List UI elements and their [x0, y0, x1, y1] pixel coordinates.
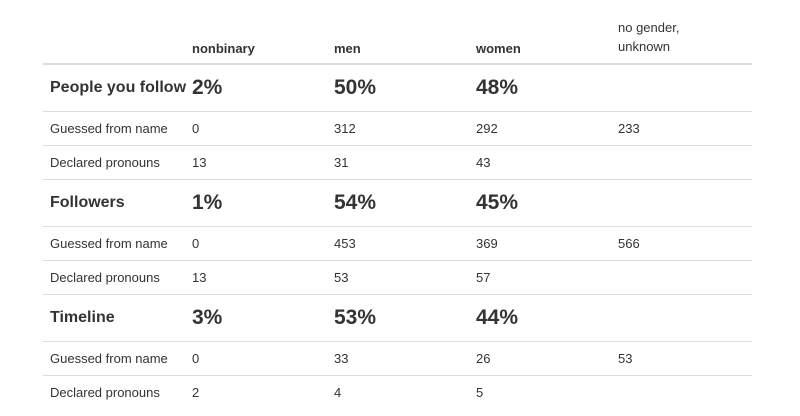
- cell-women: 5: [476, 385, 484, 400]
- header-empty: [43, 0, 192, 65]
- header-row: nonbinary men women no gender, unknown: [43, 0, 752, 65]
- cell-men: 53: [334, 260, 476, 295]
- pct-men: 54%: [334, 179, 476, 227]
- pct-no-gender: [618, 64, 752, 112]
- summary-row-people-you-follow: People you follow 2% 50% 48%: [43, 64, 752, 112]
- header-no-gender: no gender, unknown: [618, 0, 752, 65]
- pct-nonbinary: 1%: [192, 179, 334, 227]
- cell-nonbinary: 0: [192, 226, 334, 261]
- gender-stats-table: nonbinary men women no gender, unknown Pe…: [43, 0, 752, 409]
- header-no-gender-line1: no gender,: [618, 20, 680, 35]
- section-title: People you follow: [43, 64, 192, 112]
- pct-women: 45%: [476, 179, 618, 227]
- section-title: Followers: [43, 179, 192, 227]
- cell-no-gender: 233: [618, 111, 752, 146]
- cell-men: 31: [334, 145, 476, 180]
- cell-no-gender: [618, 145, 752, 180]
- cell-women: 57: [476, 260, 618, 295]
- cell-no-gender: 53: [618, 341, 752, 376]
- guessed-row: Guessed from name 0 33 26 53: [43, 341, 752, 376]
- pct-men: 53%: [334, 294, 476, 342]
- table-header: nonbinary men women no gender, unknown: [43, 0, 752, 65]
- cell-men: 312: [334, 111, 476, 146]
- row-label: Declared pronouns: [50, 385, 160, 400]
- cell-nonbinary: 0: [192, 111, 334, 146]
- cell-women: 26: [476, 341, 618, 376]
- cell-women: 292: [476, 111, 618, 146]
- header-men: men: [334, 0, 476, 65]
- cell-nonbinary: 0: [192, 341, 334, 376]
- cell-no-gender: [618, 376, 752, 410]
- cell-women: 43: [476, 145, 618, 180]
- cell-nonbinary: 2: [192, 385, 200, 400]
- pct-men: 50%: [334, 64, 476, 112]
- declared-row: Declared pronouns 13 31 43: [43, 145, 752, 180]
- row-label: Declared pronouns: [43, 260, 192, 295]
- header-women: women: [476, 0, 618, 65]
- cell-no-gender: [618, 260, 752, 295]
- cell-women: 369: [476, 226, 618, 261]
- cell-nonbinary: 13: [192, 260, 334, 295]
- guessed-row: Guessed from name 0 312 292 233: [43, 111, 752, 146]
- guessed-row: Guessed from name 0 453 369 566: [43, 226, 752, 261]
- row-label: Guessed from name: [43, 111, 192, 146]
- cell-men: 4: [334, 385, 342, 400]
- section-title: Timeline: [43, 294, 192, 342]
- summary-row-followers: Followers 1% 54% 45%: [43, 179, 752, 227]
- cell-no-gender: 566: [618, 226, 752, 261]
- table-body: People you follow 2% 50% 48% Guessed fro…: [43, 64, 752, 409]
- pct-no-gender: [618, 294, 752, 342]
- cell-nonbinary: 13: [192, 145, 334, 180]
- pct-nonbinary: 3%: [192, 294, 334, 342]
- header-no-gender-line2: unknown: [618, 39, 671, 54]
- declared-row: Declared pronouns 2 4 5: [43, 376, 752, 410]
- cell-men: 453: [334, 226, 476, 261]
- pct-women: 48%: [476, 64, 618, 112]
- pct-nonbinary: 2%: [192, 64, 334, 112]
- summary-row-timeline: Timeline 3% 53% 44%: [43, 294, 752, 342]
- pct-no-gender: [618, 179, 752, 227]
- cell-men: 33: [334, 341, 476, 376]
- row-label: Declared pronouns: [43, 145, 192, 180]
- row-label: Guessed from name: [43, 226, 192, 261]
- header-nonbinary: nonbinary: [192, 0, 334, 65]
- pct-women: 44%: [476, 294, 618, 342]
- row-label: Guessed from name: [43, 341, 192, 376]
- declared-row: Declared pronouns 13 53 57: [43, 260, 752, 295]
